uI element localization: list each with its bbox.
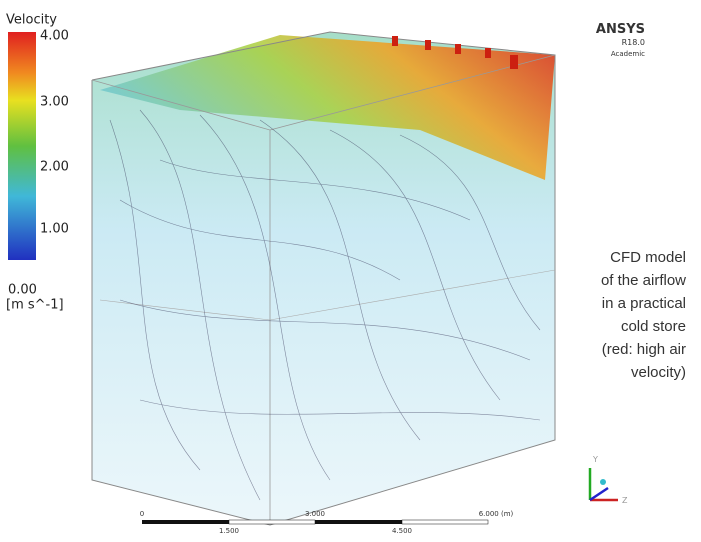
caption-line: velocity) (631, 364, 686, 381)
logo-version: R18.0 (622, 38, 645, 47)
caption-line: in a practical (602, 295, 686, 312)
caption-line: cold store (621, 318, 686, 335)
colorbar (8, 32, 36, 260)
scale-label: 4.500 (392, 527, 412, 535)
scale-bar (142, 520, 488, 524)
legend-tick: 0.00 (8, 283, 37, 298)
scale-label: 1.500 (219, 527, 239, 535)
triad-label: Z (622, 496, 628, 505)
figure: Velocity 4.00 3.00 2.00 1.00 0.00 [m s^-… (0, 0, 701, 542)
caption-line: of the airflow (601, 272, 686, 289)
scale-label: 6.000 (m) (479, 510, 514, 518)
triad-label: Y (592, 455, 598, 464)
legend-tick: 4.00 (40, 29, 69, 44)
legend-title: Velocity (6, 13, 57, 28)
scale-label: 3.000 (305, 510, 325, 518)
legend-unit: [m s^-1] (6, 298, 64, 313)
legend-tick: 1.00 (40, 222, 69, 237)
legend-tick: 3.00 (40, 95, 69, 110)
axis-triad (590, 468, 618, 500)
caption-line: CFD model (610, 249, 686, 266)
logo-edition: Academic (611, 50, 645, 58)
scale-label: 0 (140, 510, 144, 518)
logo-name: ANSYS (596, 22, 645, 37)
caption-line: (red: high air (602, 341, 686, 358)
cfd-model (92, 32, 555, 525)
legend-tick: 2.00 (40, 160, 69, 175)
